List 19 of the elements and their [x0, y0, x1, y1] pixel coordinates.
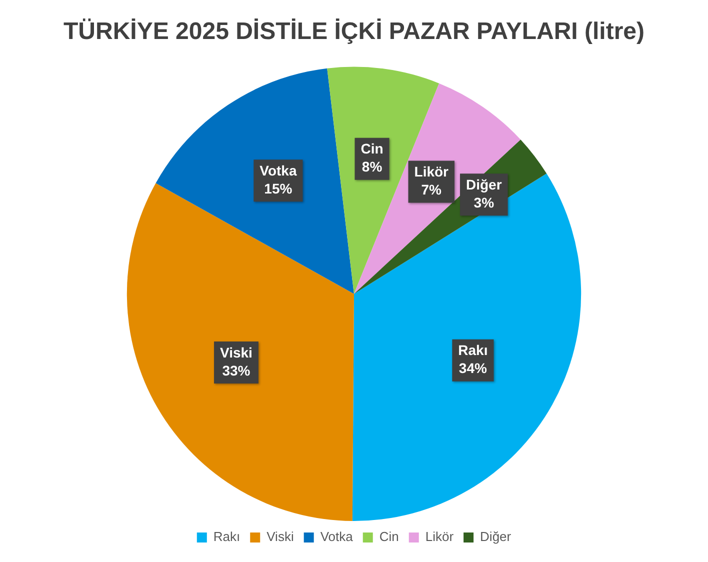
legend-label: Cin: [379, 529, 399, 544]
chart-title: TÜRKİYE 2025 DİSTİLE İÇKİ PAZAR PAYLARI (litre): [64, 18, 644, 46]
legend-label: Likör: [425, 529, 454, 544]
legend-label: Viski: [266, 529, 294, 544]
legend-label: Rakı: [213, 529, 240, 544]
data-label: 15%: [264, 180, 293, 197]
legend-label: Votka: [320, 529, 354, 544]
legend-label: Diğer: [480, 529, 512, 544]
slice-label: Likör: [414, 164, 450, 180]
data-label: 34%: [458, 360, 488, 376]
slice-label: Viski: [220, 344, 252, 360]
slice-label: Votka: [260, 162, 297, 179]
data-label: 7%: [421, 182, 442, 198]
data-label: 33%: [222, 362, 251, 378]
data-label: 8%: [362, 158, 383, 175]
data-label: 3%: [474, 194, 495, 210]
slice-label: Rakı: [458, 342, 488, 358]
slice-label: Diğer: [466, 176, 502, 192]
slice-label: Cin: [360, 140, 384, 157]
